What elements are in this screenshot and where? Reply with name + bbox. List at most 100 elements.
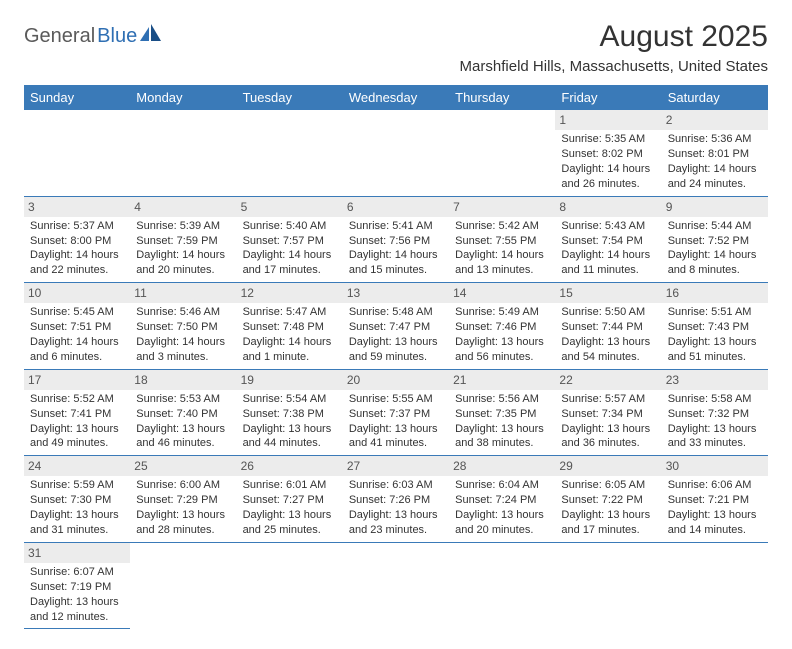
sunset-text: Sunset: 7:35 PM <box>455 407 549 422</box>
calendar-day-cell: 26Sunrise: 6:01 AMSunset: 7:27 PMDayligh… <box>237 456 343 543</box>
day-number: 4 <box>130 197 236 217</box>
daylight-text: Daylight: 13 hours and 54 minutes. <box>561 335 655 365</box>
daylight-text: Daylight: 13 hours and 49 minutes. <box>30 422 124 452</box>
sunrise-text: Sunrise: 5:37 AM <box>30 219 124 234</box>
calendar-day-cell: 16Sunrise: 5:51 AMSunset: 7:43 PMDayligh… <box>662 283 768 370</box>
sunset-text: Sunset: 7:59 PM <box>136 234 230 249</box>
calendar-day-cell: 20Sunrise: 5:55 AMSunset: 7:37 PMDayligh… <box>343 369 449 456</box>
sunset-text: Sunset: 8:00 PM <box>30 234 124 249</box>
calendar-day-cell: 12Sunrise: 5:47 AMSunset: 7:48 PMDayligh… <box>237 283 343 370</box>
day-number: 14 <box>449 283 555 303</box>
daylight-text: Daylight: 14 hours and 11 minutes. <box>561 248 655 278</box>
daylight-text: Daylight: 14 hours and 24 minutes. <box>668 162 762 192</box>
sunset-text: Sunset: 7:43 PM <box>668 320 762 335</box>
sunrise-text: Sunrise: 6:01 AM <box>243 478 337 493</box>
day-header: Tuesday <box>237 85 343 110</box>
daylight-text: Daylight: 13 hours and 25 minutes. <box>243 508 337 538</box>
day-number: 15 <box>555 283 661 303</box>
daylight-text: Daylight: 14 hours and 17 minutes. <box>243 248 337 278</box>
daylight-text: Daylight: 13 hours and 41 minutes. <box>349 422 443 452</box>
sunset-text: Sunset: 7:40 PM <box>136 407 230 422</box>
sunrise-text: Sunrise: 5:42 AM <box>455 219 549 234</box>
day-number: 27 <box>343 456 449 476</box>
day-number: 9 <box>662 197 768 217</box>
calendar-week-row: 1Sunrise: 5:35 AMSunset: 8:02 PMDaylight… <box>24 110 768 196</box>
sunrise-text: Sunrise: 6:07 AM <box>30 565 124 580</box>
daylight-text: Daylight: 13 hours and 14 minutes. <box>668 508 762 538</box>
calendar-day-cell <box>237 110 343 196</box>
day-number: 29 <box>555 456 661 476</box>
day-number: 3 <box>24 197 130 217</box>
day-number: 13 <box>343 283 449 303</box>
day-number: 2 <box>662 110 768 130</box>
calendar-day-cell: 7Sunrise: 5:42 AMSunset: 7:55 PMDaylight… <box>449 196 555 283</box>
day-number: 28 <box>449 456 555 476</box>
sunset-text: Sunset: 7:50 PM <box>136 320 230 335</box>
daylight-text: Daylight: 14 hours and 13 minutes. <box>455 248 549 278</box>
sunset-text: Sunset: 7:41 PM <box>30 407 124 422</box>
calendar-day-cell: 8 Sunrise: 5:43 AMSunset: 7:54 PMDaylight… <box>555 196 661 283</box>
day-number: 16 <box>662 283 768 303</box>
sunrise-text: Sunrise: 5:44 AM <box>668 219 762 234</box>
calendar-week-row: 10Sunrise: 5:45 AMSunset: 7:51 PMDayligh… <box>24 283 768 370</box>
sunrise-text: Sunrise: 6:04 AM <box>455 478 549 493</box>
sunset-text: Sunset: 7:46 PM <box>455 320 549 335</box>
sunrise-text: Sunrise: 5:47 AM <box>243 305 337 320</box>
calendar-week-row: 31Sunrise: 6:07 AMSunset: 7:19 PMDayligh… <box>24 542 768 629</box>
sunset-text: Sunset: 8:01 PM <box>668 147 762 162</box>
sunset-text: Sunset: 7:34 PM <box>561 407 655 422</box>
daylight-text: Daylight: 13 hours and 17 minutes. <box>561 508 655 538</box>
sunset-text: Sunset: 7:57 PM <box>243 234 337 249</box>
calendar-day-cell: 5Sunrise: 5:40 AMSunset: 7:57 PMDaylight… <box>237 196 343 283</box>
sunset-text: Sunset: 7:32 PM <box>668 407 762 422</box>
daylight-text: Daylight: 13 hours and 56 minutes. <box>455 335 549 365</box>
calendar-day-cell: 18Sunrise: 5:53 AMSunset: 7:40 PMDayligh… <box>130 369 236 456</box>
sunrise-text: Sunrise: 5:48 AM <box>349 305 443 320</box>
sunrise-text: Sunrise: 5:52 AM <box>30 392 124 407</box>
daylight-text: Daylight: 14 hours and 6 minutes. <box>30 335 124 365</box>
day-header: Monday <box>130 85 236 110</box>
daylight-text: Daylight: 13 hours and 59 minutes. <box>349 335 443 365</box>
calendar-day-cell: 22Sunrise: 5:57 AMSunset: 7:34 PMDayligh… <box>555 369 661 456</box>
day-number: 11 <box>130 283 236 303</box>
sunset-text: Sunset: 7:44 PM <box>561 320 655 335</box>
calendar-day-cell: 27Sunrise: 6:03 AMSunset: 7:26 PMDayligh… <box>343 456 449 543</box>
calendar-day-cell: 29Sunrise: 6:05 AMSunset: 7:22 PMDayligh… <box>555 456 661 543</box>
sunset-text: Sunset: 7:54 PM <box>561 234 655 249</box>
calendar-day-cell <box>130 110 236 196</box>
sunrise-text: Sunrise: 5:55 AM <box>349 392 443 407</box>
sunset-text: Sunset: 7:51 PM <box>30 320 124 335</box>
sunrise-text: Sunrise: 5:36 AM <box>668 132 762 147</box>
sunset-text: Sunset: 7:38 PM <box>243 407 337 422</box>
day-number: 21 <box>449 370 555 390</box>
calendar-day-cell: 9Sunrise: 5:44 AMSunset: 7:52 PMDaylight… <box>662 196 768 283</box>
day-number: 8 <box>555 197 661 217</box>
sunrise-text: Sunrise: 6:06 AM <box>668 478 762 493</box>
calendar-day-cell: 10Sunrise: 5:45 AMSunset: 7:51 PMDayligh… <box>24 283 130 370</box>
sunset-text: Sunset: 7:27 PM <box>243 493 337 508</box>
sunrise-text: Sunrise: 5:58 AM <box>668 392 762 407</box>
sunrise-text: Sunrise: 5:45 AM <box>30 305 124 320</box>
sunset-text: Sunset: 7:24 PM <box>455 493 549 508</box>
day-number: 20 <box>343 370 449 390</box>
sunrise-text: Sunrise: 5:40 AM <box>243 219 337 234</box>
day-number: 19 <box>237 370 343 390</box>
calendar-table: SundayMondayTuesdayWednesdayThursdayFrid… <box>24 85 768 629</box>
day-number: 17 <box>24 370 130 390</box>
calendar-day-cell: 21Sunrise: 5:56 AMSunset: 7:35 PMDayligh… <box>449 369 555 456</box>
sunset-text: Sunset: 7:48 PM <box>243 320 337 335</box>
daylight-text: Daylight: 14 hours and 26 minutes. <box>561 162 655 192</box>
daylight-text: Daylight: 13 hours and 31 minutes. <box>30 508 124 538</box>
sunset-text: Sunset: 7:47 PM <box>349 320 443 335</box>
daylight-text: Daylight: 13 hours and 51 minutes. <box>668 335 762 365</box>
sunrise-text: Sunrise: 5:41 AM <box>349 219 443 234</box>
calendar-day-cell: 23Sunrise: 5:58 AMSunset: 7:32 PMDayligh… <box>662 369 768 456</box>
sunrise-text: Sunrise: 6:03 AM <box>349 478 443 493</box>
sunrise-text: Sunrise: 5:43 AM <box>561 219 655 234</box>
calendar-day-cell: 1Sunrise: 5:35 AMSunset: 8:02 PMDaylight… <box>555 110 661 196</box>
calendar-day-cell: 31Sunrise: 6:07 AMSunset: 7:19 PMDayligh… <box>24 542 130 629</box>
calendar-week-row: 17Sunrise: 5:52 AMSunset: 7:41 PMDayligh… <box>24 369 768 456</box>
sunset-text: Sunset: 7:29 PM <box>136 493 230 508</box>
sunrise-text: Sunrise: 5:53 AM <box>136 392 230 407</box>
calendar-day-cell: 4Sunrise: 5:39 AMSunset: 7:59 PMDaylight… <box>130 196 236 283</box>
